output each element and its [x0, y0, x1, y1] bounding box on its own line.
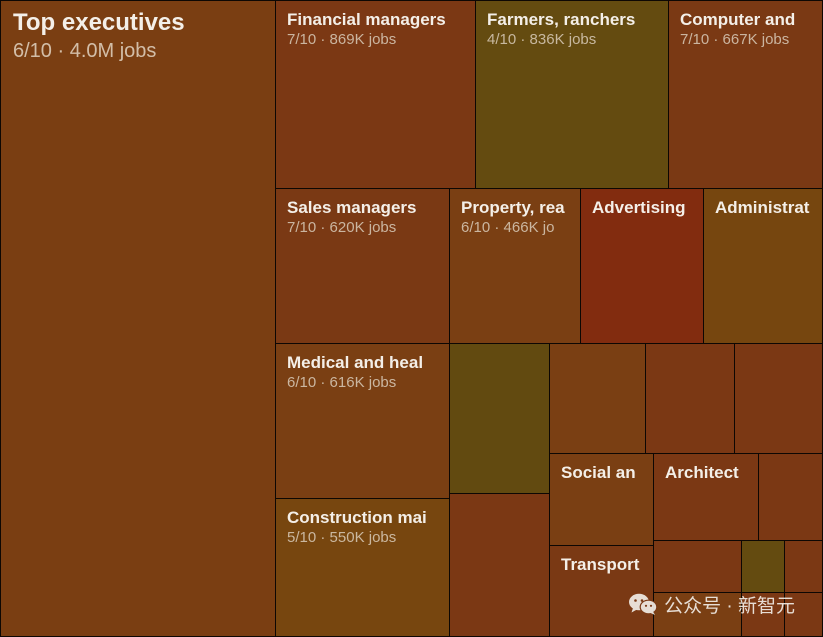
- treemap-tile[interactable]: Property, rea 6/10 · 466K jo: [449, 188, 581, 344]
- tile-jobs: 550K jobs: [329, 529, 397, 546]
- tile-jobs: 620K jobs: [329, 219, 397, 236]
- treemap-tile[interactable]: Social an: [549, 453, 654, 546]
- tile-label: Construction mai: [287, 508, 427, 527]
- tile-jobs: 466K jo: [503, 219, 555, 236]
- treemap-tile[interactable]: [784, 540, 823, 593]
- separator-dot: ·: [51, 40, 70, 62]
- treemap-tile[interactable]: Financial managers 7/10 · 869K jobs: [275, 0, 476, 189]
- treemap-tile[interactable]: [549, 343, 646, 454]
- treemap-tile[interactable]: Farmers, ranchers 4/10 · 836K jobs: [475, 0, 669, 189]
- treemap-tile[interactable]: [449, 493, 550, 637]
- treemap-tile[interactable]: Architect: [653, 453, 759, 541]
- tile-label: Computer and: [680, 10, 796, 29]
- treemap-tile[interactable]: [734, 343, 823, 454]
- treemap-tile[interactable]: Sales managers 7/10 · 620K jobs: [275, 188, 450, 344]
- tile-jobs: 836K jobs: [529, 31, 597, 48]
- separator-dot: ·: [316, 529, 330, 546]
- tile-stats: 6/10 · 466K jo: [461, 219, 578, 237]
- tile-jobs: 616K jobs: [329, 374, 397, 391]
- separator-dot: ·: [709, 31, 723, 48]
- tile-label: Sales managers: [287, 198, 417, 217]
- watermark: 公众号 · 新智元: [628, 591, 795, 617]
- separator-dot: ·: [516, 31, 530, 48]
- treemap-tile[interactable]: Advertising: [580, 188, 704, 344]
- treemap-tile[interactable]: Administrat: [703, 188, 823, 344]
- tile-score: 7/10: [287, 31, 317, 48]
- treemap-tile[interactable]: Medical and heal 6/10 · 616K jobs: [275, 343, 450, 499]
- tile-label: Financial managers: [287, 10, 446, 29]
- tile-label: Transport: [561, 555, 640, 574]
- separator-dot: ·: [490, 219, 504, 236]
- tile-stats: 7/10 · 620K jobs: [287, 219, 447, 237]
- treemap-tile[interactable]: [645, 343, 735, 454]
- tile-jobs: 869K jobs: [329, 31, 397, 48]
- tile-score: 5/10: [287, 529, 317, 546]
- treemap-tile[interactable]: Construction mai 5/10 · 550K jobs: [275, 498, 450, 637]
- tile-jobs: 667K jobs: [722, 31, 790, 48]
- tile-label: Advertising: [592, 198, 686, 217]
- tile-label: Property, rea: [461, 198, 565, 217]
- tile-stats: 4/10 · 836K jobs: [487, 31, 666, 49]
- tile-label: Architect: [665, 463, 739, 482]
- wechat-icon: [629, 593, 658, 615]
- watermark-text: 公众号 · 新智元: [664, 595, 795, 617]
- tile-score: 4/10: [487, 31, 517, 48]
- treemap-tile[interactable]: [741, 540, 785, 593]
- tile-score: 6/10: [461, 219, 491, 236]
- treemap-tile[interactable]: Computer and 7/10 · 667K jobs: [668, 0, 823, 189]
- tile-score: 7/10: [680, 31, 710, 48]
- tile-label: Farmers, ranchers: [487, 10, 636, 29]
- tile-score: 6/10: [13, 40, 52, 62]
- treemap-tile[interactable]: Top executives 6/10 · 4.0M jobs: [0, 0, 276, 637]
- treemap-tile[interactable]: [449, 343, 550, 494]
- tile-stats: 7/10 · 869K jobs: [287, 31, 473, 49]
- tile-label: Social an: [561, 463, 636, 482]
- treemap-tile[interactable]: [653, 540, 742, 593]
- tile-stats: 7/10 · 667K jobs: [680, 31, 820, 49]
- tile-jobs: 4.0M jobs: [69, 40, 157, 62]
- tile-label: Medical and heal: [287, 353, 424, 372]
- separator-dot: ·: [316, 374, 330, 391]
- treemap-tile[interactable]: [758, 453, 823, 541]
- tile-score: 7/10: [287, 219, 317, 236]
- tile-stats: 6/10 · 4.0M jobs: [13, 39, 273, 63]
- tile-stats: 6/10 · 616K jobs: [287, 374, 447, 392]
- separator-dot: ·: [316, 31, 330, 48]
- tile-label: Administrat: [715, 198, 810, 217]
- treemap-tile[interactable]: Transport: [549, 545, 654, 637]
- separator-dot: ·: [316, 219, 330, 236]
- tile-stats: 5/10 · 550K jobs: [287, 529, 447, 547]
- tile-label: Top executives: [13, 9, 185, 36]
- tile-score: 6/10: [287, 374, 317, 391]
